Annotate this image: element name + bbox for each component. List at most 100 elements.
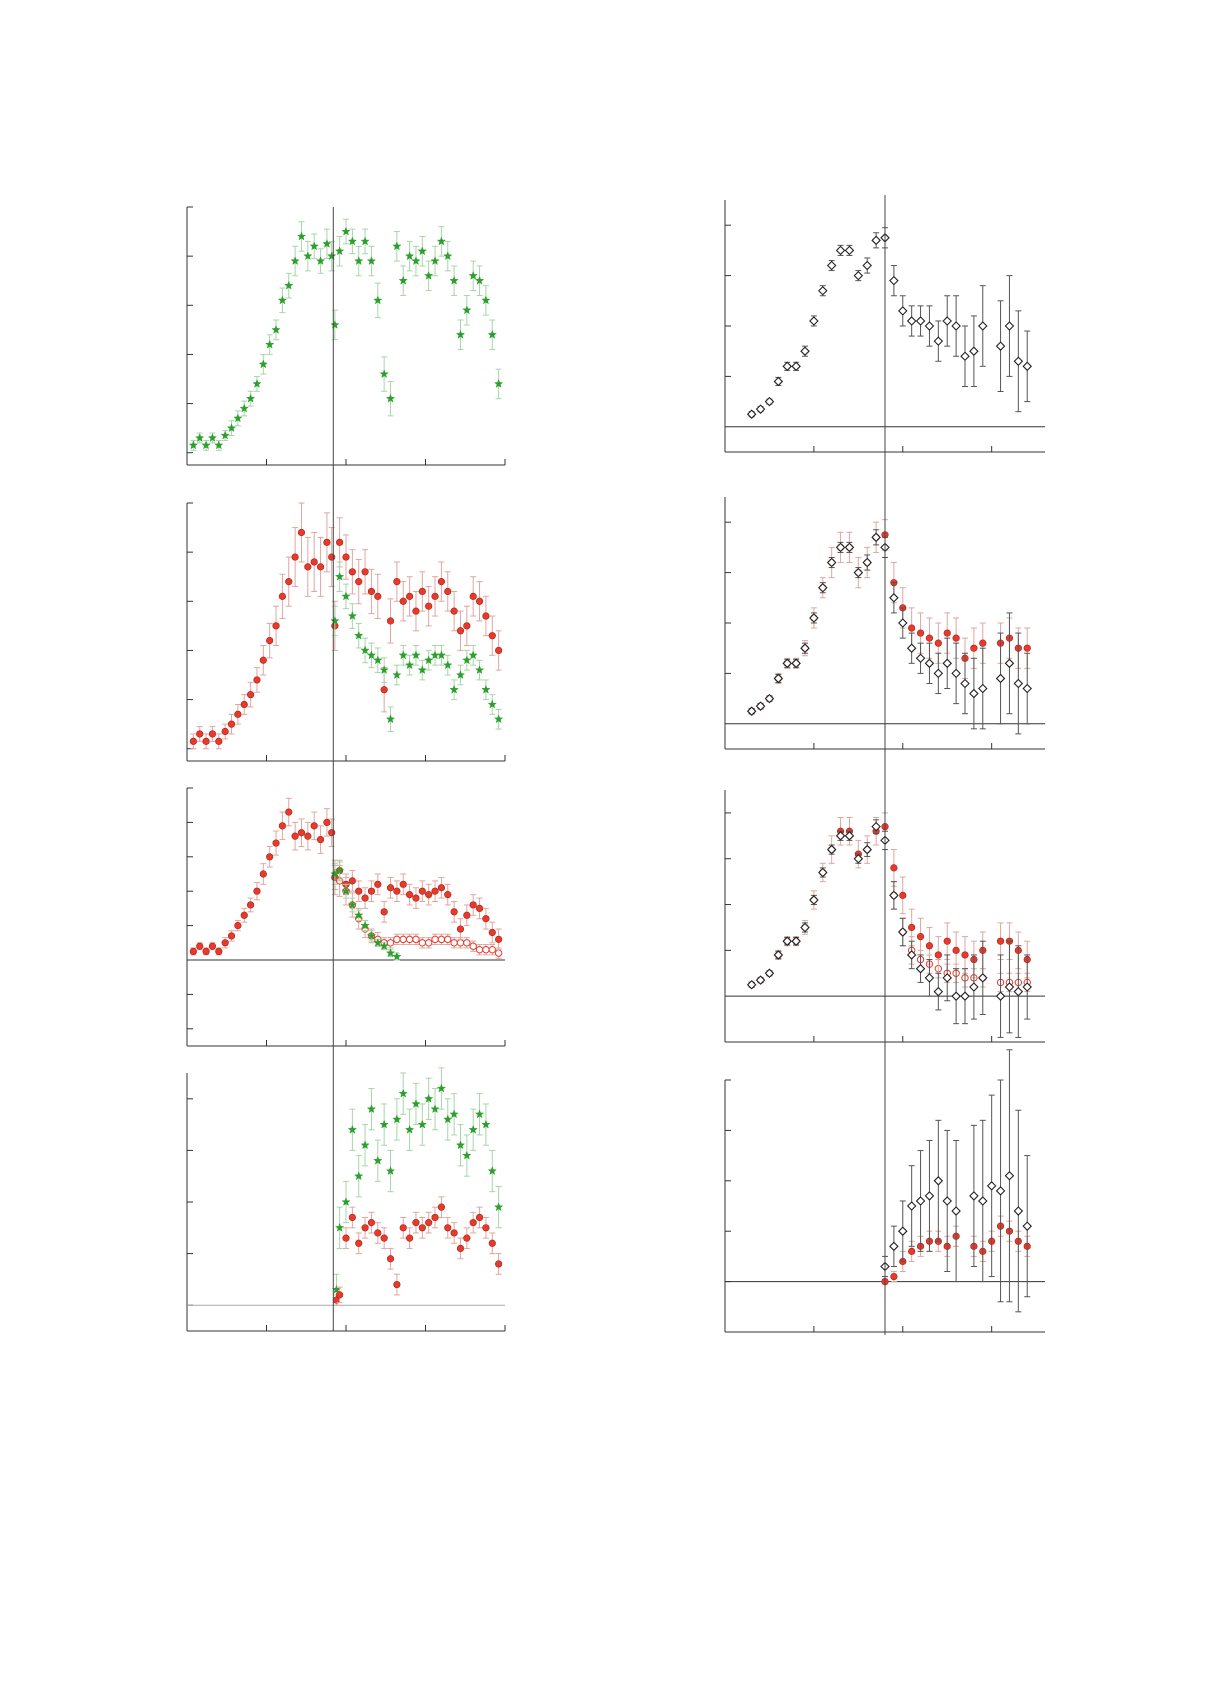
- red-circle-point-24: [336, 538, 344, 546]
- black-diamond-open-point-27: [995, 341, 1006, 351]
- panel-right-3: [724, 790, 1045, 1043]
- series-black-diamond-open: [746, 529, 1032, 735]
- red-circle-point-3: [348, 1213, 356, 1222]
- green-star-point-5: [360, 645, 370, 655]
- red-circle-point-34: [399, 880, 407, 888]
- black-diamond-open-point-26: [977, 321, 988, 331]
- red-circle-point-21: [323, 538, 331, 546]
- red-circle-point-22: [943, 937, 951, 945]
- red-circle-point-7: [234, 710, 242, 718]
- red-circle-point-31: [380, 908, 388, 916]
- black-diamond-open-point-24: [960, 991, 970, 1001]
- green-star-point-12: [404, 660, 415, 670]
- red-circle-point-39: [431, 592, 439, 600]
- black-diamond-open-point-4: [782, 361, 793, 372]
- black-diamond-open-point-5: [791, 936, 801, 946]
- red-circle-point-12: [406, 1234, 414, 1242]
- red-circle-point-0: [189, 737, 197, 745]
- green-star-point-11: [398, 1088, 408, 1098]
- red-circle-point-13: [272, 839, 280, 847]
- red-circle-open-point-24: [482, 945, 490, 954]
- green-star-point-27: [354, 256, 364, 266]
- panel-left-1: [186, 206, 506, 466]
- red-circle-open-point-21: [463, 939, 471, 947]
- black-diamond-open-point-14: [1013, 1206, 1024, 1216]
- black-diamond-open-point-13: [1004, 1170, 1015, 1181]
- series-green-star: [330, 561, 504, 733]
- red-circle-point-24: [482, 1224, 490, 1232]
- red-circle-point-6: [227, 932, 236, 940]
- black-diamond-open-point-6: [800, 643, 810, 653]
- green-star-point-20: [315, 256, 326, 266]
- red-circle-point-12: [266, 636, 274, 645]
- red-circle-point-29: [367, 587, 376, 596]
- black-diamond-open-point-3: [773, 950, 784, 960]
- green-star-point-34: [398, 275, 408, 285]
- red-circle-point-44: [463, 911, 471, 919]
- black-diamond-open-point-8: [817, 582, 828, 593]
- red-circle-point-15: [285, 578, 293, 586]
- green-star-point-3: [347, 1124, 358, 1134]
- red-circle-point-42: [450, 607, 458, 615]
- black-diamond-open-point-5: [791, 658, 801, 669]
- series-black-diamond-open: [880, 1049, 1032, 1313]
- black-diamond-open-point-1: [889, 1241, 899, 1252]
- red-circle-point-35: [406, 592, 414, 600]
- red-circle-point-25: [488, 1239, 496, 1247]
- red-circle-point-45: [469, 901, 477, 909]
- green-star-point-22: [468, 1124, 478, 1134]
- black-diamond-open-point-1: [755, 975, 766, 985]
- series-green-star: [188, 218, 504, 451]
- green-star-point-19: [449, 1109, 459, 1119]
- red-circle-point-10: [253, 676, 261, 684]
- black-diamond-open-point-14: [871, 235, 881, 246]
- series-red-circle: [189, 797, 503, 956]
- red-circle-point-26: [348, 568, 356, 576]
- red-circle-open-point-25: [488, 945, 496, 954]
- red-circle-point-15: [285, 808, 293, 816]
- black-diamond-open-point-13: [862, 260, 873, 271]
- black-diamond-open-point-28: [1004, 321, 1015, 331]
- red-circle-point-26: [979, 639, 987, 647]
- green-star-point-1: [334, 865, 345, 875]
- green-star-point-8: [239, 403, 249, 413]
- red-circle-point-19: [310, 558, 318, 566]
- green-star-point-18: [443, 660, 453, 670]
- black-diamond-open-point-0: [746, 706, 757, 716]
- green-star-point-25: [487, 1166, 497, 1175]
- green-star-point-4: [214, 440, 224, 450]
- red-circle-point-33: [393, 887, 401, 895]
- red-circle-point-41: [444, 587, 452, 596]
- black-diamond-open-point-17: [897, 927, 908, 937]
- red-circle-open-point-9: [386, 939, 395, 947]
- green-star-point-16: [290, 256, 300, 266]
- red-circle-point-14: [418, 1224, 426, 1232]
- green-star-point-41: [443, 251, 453, 261]
- black-diamond-open-point-14: [871, 821, 881, 832]
- red-circle-point-23: [952, 946, 960, 954]
- black-diamond-open-point-12: [853, 270, 864, 281]
- black-diamond-open-point-1: [755, 701, 766, 711]
- black-diamond-open-point-25: [969, 982, 979, 992]
- green-star-point-28: [360, 236, 370, 246]
- black-diamond-open-point-12: [995, 1186, 1006, 1196]
- black-diamond-open-point-27: [995, 673, 1006, 684]
- black-diamond-open-point-6: [933, 1176, 944, 1186]
- red-circle-point-23: [952, 634, 960, 642]
- black-diamond-open-point-18: [906, 643, 917, 653]
- black-diamond-open-point-29: [1013, 986, 1024, 997]
- red-circle-point-30: [374, 592, 382, 600]
- green-star-point-15: [424, 655, 434, 665]
- green-star-point-8: [379, 1119, 389, 1129]
- black-diamond-open-point-11: [844, 245, 855, 256]
- green-star-point-14: [277, 295, 288, 305]
- black-diamond-open-point-17: [897, 306, 908, 316]
- black-diamond-open-point-2: [897, 1226, 908, 1236]
- black-diamond-open-point-9: [826, 844, 837, 855]
- green-star-point-3: [347, 611, 358, 620]
- black-diamond-open-point-6: [800, 922, 810, 933]
- black-diamond-open-point-2: [764, 693, 775, 704]
- black-diamond-open-point-5: [924, 1191, 935, 1201]
- red-circle-point-7: [374, 1229, 382, 1237]
- black-diamond-open-point-4: [782, 936, 793, 946]
